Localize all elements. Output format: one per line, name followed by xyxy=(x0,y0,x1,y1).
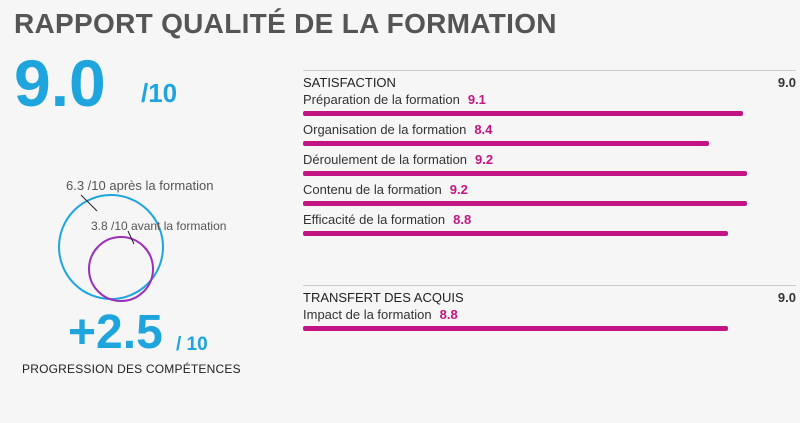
before-circle xyxy=(88,236,154,302)
after-pointer xyxy=(80,194,98,212)
rating-label: Contenu de la formation xyxy=(303,182,442,197)
rating-bar xyxy=(303,171,747,176)
rating-item: Impact de la formation 8.8 xyxy=(303,307,796,337)
progress-label: PROGRESSION DES COMPÉTENCES xyxy=(22,362,241,376)
rating-bar xyxy=(303,231,728,236)
rating-item: Déroulement de la formation 9.2 xyxy=(303,152,796,182)
rating-value: 8.8 xyxy=(439,307,458,322)
rating-bar xyxy=(303,111,743,116)
rating-label: Impact de la formation xyxy=(303,307,432,322)
rating-label: Efficacité de la formation xyxy=(303,212,446,227)
rating-bar xyxy=(303,141,709,146)
rating-bar xyxy=(303,326,728,331)
section-score: 9.0 xyxy=(777,75,796,90)
overall-score-unit: /10 xyxy=(141,78,178,108)
before-pointer xyxy=(127,230,135,245)
rating-item: Préparation de la formation 9.1 xyxy=(303,92,796,122)
section-header: SATISFACTION 9.0 xyxy=(303,70,796,92)
after-circle xyxy=(58,194,164,300)
competence-circles xyxy=(58,194,164,302)
rating-value: 9.2 xyxy=(475,152,494,167)
section-title: SATISFACTION xyxy=(303,75,396,90)
after-training-label: 6.3 /10 après la formation xyxy=(66,178,214,193)
rating-label: Déroulement de la formation xyxy=(303,152,468,167)
rating-item: Organisation de la formation 8.4 xyxy=(303,122,796,152)
overall-score: 9.0 xyxy=(14,46,106,120)
rating-label: Préparation de la formation xyxy=(303,92,460,107)
rating-value: 8.4 xyxy=(474,122,493,137)
progress-unit: / 10 xyxy=(176,334,208,355)
page-title: RAPPORT QUALITÉ DE LA FORMATION xyxy=(14,8,557,39)
section-satisfaction: SATISFACTION 9.0 Préparation de la forma… xyxy=(303,70,796,242)
section-header: TRANSFERT DES ACQUIS 9.0 xyxy=(303,285,796,307)
rating-label: Organisation de la formation xyxy=(303,122,467,137)
rating-value: 9.1 xyxy=(467,92,486,107)
progress-value: +2.5 xyxy=(68,306,163,359)
section-transfert: TRANSFERT DES ACQUIS 9.0 Impact de la fo… xyxy=(303,285,796,337)
section-title: TRANSFERT DES ACQUIS xyxy=(303,290,464,305)
rating-bar xyxy=(303,201,747,206)
rating-value: 9.2 xyxy=(449,182,468,197)
before-training-label: 3.8 /10 avant la formation xyxy=(91,219,227,233)
rating-value: 8.8 xyxy=(453,212,472,227)
rating-item: Efficacité de la formation 8.8 xyxy=(303,212,796,242)
rating-item: Contenu de la formation 9.2 xyxy=(303,182,796,212)
section-score: 9.0 xyxy=(777,290,796,305)
